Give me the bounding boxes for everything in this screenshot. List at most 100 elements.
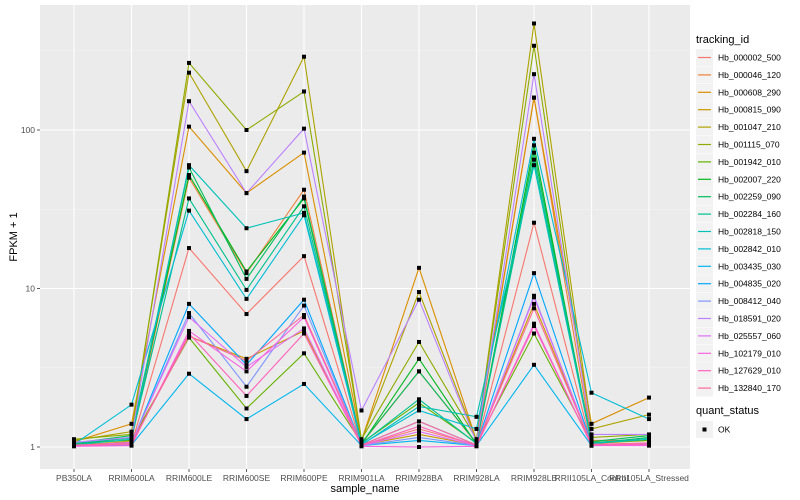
legend-label: Hb_000002_500 [718,53,781,63]
legend-label: Hb_001942_010 [718,157,781,167]
x-tick-label: RRII105LA_Stressed [609,473,689,483]
data-point [417,426,421,431]
data-point [532,220,536,225]
square-point-icon [702,427,707,432]
legend-title: tracking_id [696,34,749,46]
data-point [532,301,536,306]
data-point [647,437,651,442]
data-point [302,303,306,308]
legend-label: Hb_127629_010 [718,366,781,376]
legend-item: Hb_002284_160 [696,205,781,223]
data-point [359,408,364,413]
data-point [647,432,651,437]
data-point [647,440,651,445]
data-point [417,429,421,434]
data-point [417,424,421,429]
data-point [589,390,594,395]
legend-label: Hb_025557_060 [718,331,781,341]
data-point [532,306,536,311]
data-point [187,70,191,75]
data-point [532,323,536,328]
data-point [589,432,594,437]
data-point [532,362,536,367]
legend-item: Hb_000608_290 [696,83,781,101]
legend-item: Hb_000046_120 [696,66,781,84]
data-point [187,60,191,65]
data-point [474,414,479,419]
data-point [187,301,191,306]
data-point [417,432,421,437]
data-point [302,381,306,386]
data-point [187,208,191,213]
legend-label: Hb_132840_170 [718,383,781,393]
data-point [244,406,249,411]
x-tick-label: RRIM928LB [511,473,558,483]
data-point [532,321,536,326]
data-point [532,21,536,26]
data-point [302,204,306,209]
data-point [187,165,191,170]
data-point [244,369,249,374]
y-axis-title: FPKM + 1 [8,212,20,261]
data-point [532,136,536,141]
data-point [129,435,134,440]
data-point [302,213,306,218]
data-point [244,417,249,422]
data-point [187,163,191,168]
legend-label: Hb_000608_290 [718,87,781,97]
data-point [187,246,191,251]
x-tick-label: PB350LA [56,473,92,483]
data-point [302,187,306,192]
legend-item: Hb_127629_010 [696,362,781,380]
data-point [417,408,421,413]
data-point [72,442,76,447]
legend: tracking_id Hb_000002_500 Hb_000046_120 Hb… [696,34,781,438]
data-point [417,297,421,302]
data-point [187,331,191,336]
data-point [302,351,306,356]
legend-label: OK [718,425,731,435]
data-point [359,437,364,442]
legend-item: Hb_001115_070 [696,136,780,153]
legend-item: Hb_001047_210 [696,118,781,136]
legend-label: Hb_002007_220 [718,174,781,184]
data-point [244,312,249,317]
data-point [129,421,134,426]
legend-label: Hb_001115_070 [718,140,780,150]
y-tick-label: 10 [26,284,36,294]
legend-label: Hb_001047_210 [718,122,781,132]
data-point [417,438,421,443]
y-tick-label: 100 [21,125,35,135]
data-point [302,331,306,336]
data-point [187,328,191,333]
legend-item: Hb_000002_500 [696,49,781,66]
data-point [417,339,421,344]
data-point [302,194,306,199]
data-point [417,369,421,374]
legend-item: Hb_018591_020 [696,310,781,327]
data-point [474,442,479,447]
data-point [532,271,536,276]
data-point [302,54,306,59]
legend-label: Hb_018591_020 [718,314,781,324]
legend-item: Hb_002842_010 [696,240,781,258]
legend-label: Hb_000815_090 [718,105,781,115]
data-point [647,412,651,417]
x-tick-label: RRIM600LE [166,473,213,483]
data-point [244,169,249,174]
data-point [532,72,536,77]
data-point [72,440,76,445]
legend-item: Hb_002818_150 [696,223,781,240]
data-point [589,435,594,440]
data-point [72,437,76,442]
data-point [474,426,479,431]
data-point [302,313,306,318]
data-point [417,445,421,449]
data-point [532,331,536,336]
data-point [532,295,536,300]
data-point [417,397,421,402]
data-point [302,297,306,302]
data-point [417,404,421,409]
legend-label: Hb_002818_150 [718,227,781,237]
